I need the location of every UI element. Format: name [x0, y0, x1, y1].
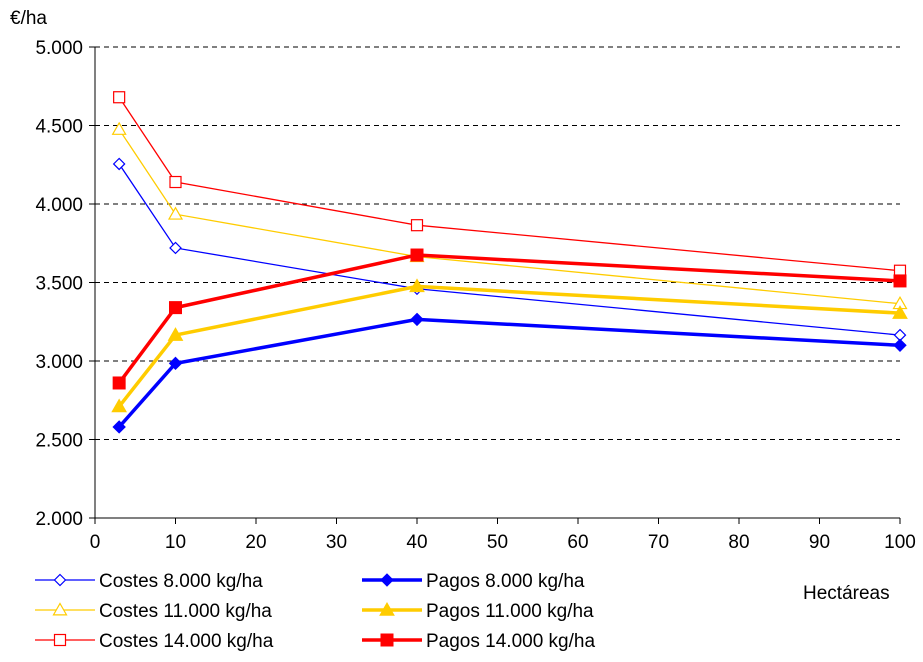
data-point	[892, 305, 908, 319]
legend-label: Costes 11.000 kg/ha	[99, 601, 272, 622]
data-point	[169, 301, 182, 315]
data-point	[167, 327, 184, 341]
data-point	[112, 157, 126, 171]
x-tick-label: 50	[487, 532, 508, 553]
x-tick-label: 100	[884, 532, 916, 553]
legend-label: Costes 14.000 kg/ha	[99, 631, 274, 652]
series-line	[118, 96, 901, 272]
series-line	[118, 163, 901, 336]
data-point	[893, 274, 907, 288]
x-tick-label: 10	[165, 532, 186, 553]
legend-marker	[380, 573, 394, 587]
series-line	[118, 129, 901, 305]
data-point	[112, 420, 126, 434]
x-tick-label: 90	[809, 532, 830, 553]
legend-marker	[52, 602, 68, 616]
data-point	[169, 241, 182, 255]
series-line	[117, 317, 901, 429]
data-point	[168, 356, 183, 371]
data-point	[410, 312, 424, 327]
series-line	[117, 253, 901, 385]
legend-label: Costes 8.000 kg/ha	[99, 571, 263, 592]
data-point	[169, 175, 182, 189]
y-tick-label: 3.000	[35, 352, 83, 373]
data-point	[410, 248, 424, 262]
y-tick-label: 3.500	[35, 274, 83, 295]
data-point	[113, 91, 126, 104]
x-tick-label: 70	[648, 532, 669, 553]
legend-marker	[379, 601, 395, 616]
x-tick-label: 20	[245, 532, 266, 553]
y-tick-label: 4.000	[35, 195, 83, 216]
x-tick-label: 80	[728, 532, 749, 553]
y-axis-label: €/ha	[10, 8, 47, 29]
x-tick-label: 40	[406, 532, 427, 553]
y-tick-label: 2.000	[35, 509, 83, 530]
data-point	[111, 121, 127, 135]
x-tick-label: 60	[567, 532, 588, 553]
data-point	[893, 338, 907, 353]
y-tick-label: 4.500	[35, 117, 83, 138]
data-point	[112, 376, 126, 390]
data-point	[111, 398, 128, 413]
data-point	[410, 219, 424, 232]
x-axis-label: Hectáreas	[803, 583, 890, 604]
data-point	[167, 206, 184, 220]
legend-label: Pagos 8.000 kg/ha	[426, 571, 585, 592]
x-tick-label: 30	[326, 532, 347, 553]
series-line	[117, 284, 901, 408]
legend-marker	[380, 633, 394, 647]
legend-label: Pagos 11.000 kg/ha	[426, 601, 594, 622]
legend-label: Pagos 14.000 kg/ha	[426, 631, 595, 652]
y-tick-label: 5.000	[35, 38, 83, 59]
legend-marker	[53, 633, 67, 647]
data-point	[409, 278, 425, 293]
x-tick-label: 0	[90, 532, 101, 553]
legend-marker	[53, 573, 67, 587]
y-tick-label: 2.500	[35, 431, 83, 452]
